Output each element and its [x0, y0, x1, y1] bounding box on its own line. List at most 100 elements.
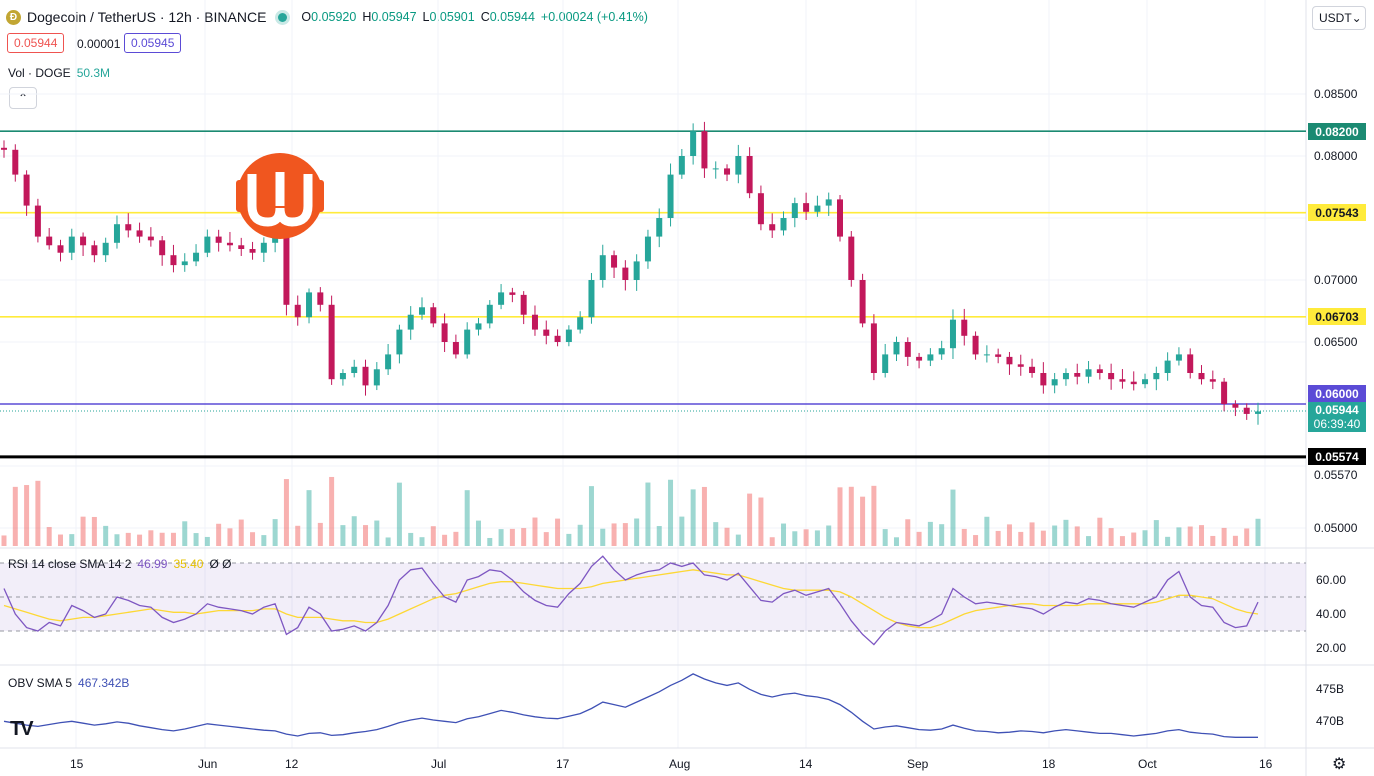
volume-bar [340, 525, 346, 546]
obv-label: OBV SMA 5 [8, 676, 73, 690]
volume-bar [396, 482, 402, 546]
y-tick: 0.08000 [1314, 149, 1358, 163]
x-tick: Jul [431, 757, 447, 771]
volume-bar [216, 523, 222, 546]
volume-bar [227, 528, 233, 546]
candle-body [486, 304, 493, 324]
gear-icon[interactable]: ⚙ [1332, 756, 1347, 773]
candle-body [57, 245, 64, 253]
volume-bar [408, 532, 414, 546]
candle-body [46, 236, 53, 246]
candle-body [317, 292, 324, 305]
volume-bar [385, 537, 391, 546]
volume-bar [973, 535, 979, 546]
x-tick: Aug [669, 757, 691, 771]
candle-body [644, 236, 651, 262]
candle-body [1142, 379, 1149, 385]
volume-bar [905, 519, 911, 546]
bar-countdown: 06:39:40 [1313, 417, 1361, 431]
candle-body [68, 236, 75, 253]
volume-bar [114, 534, 120, 546]
volume-bar [430, 526, 436, 546]
obv-tick: 470B [1316, 714, 1345, 728]
volume-bar [555, 518, 561, 546]
rsi-extra: Ø Ø [209, 557, 232, 571]
collapse-legend-button[interactable]: ⌃ [9, 87, 37, 109]
volume-bar [588, 486, 594, 546]
candle-body [712, 168, 719, 170]
volume-bar [1119, 536, 1125, 546]
volume-bar [159, 532, 165, 546]
volume-bar [1187, 526, 1193, 546]
volume-bar [419, 537, 425, 546]
candle-body [565, 329, 572, 342]
open-value: 0.05920 [311, 10, 357, 24]
volume-bar [1074, 526, 1080, 546]
candle-body [464, 329, 471, 355]
candle-body [1130, 381, 1137, 385]
volume-bar [1018, 531, 1024, 546]
buy-button[interactable]: 0.05945 [124, 33, 182, 53]
candle-body [193, 252, 200, 262]
change-value: +0.00024 (+0.41%) [540, 10, 648, 24]
candle-body [226, 242, 233, 246]
chevron-up-icon: ⌃ [17, 91, 29, 105]
volume-bar [317, 522, 323, 546]
obv-line [3, 673, 1258, 738]
spread-value: 0.00001 [77, 37, 121, 51]
currency-label: USDT [1319, 11, 1352, 25]
volume-bar [882, 529, 888, 546]
candle-body [34, 205, 41, 237]
volume-bar [939, 524, 945, 546]
volume-bar [1153, 520, 1159, 546]
candle-body [633, 261, 640, 280]
candle-body [1062, 373, 1069, 380]
y-tick: 0.05000 [1314, 521, 1358, 535]
volume-bar [1006, 524, 1012, 546]
volume-bar [238, 519, 244, 546]
candle-body [396, 329, 403, 355]
last-price-label: 0.05944 06:39:40 [1308, 402, 1366, 432]
y-tick: 0.06500 [1314, 335, 1358, 349]
candle-body [825, 199, 832, 206]
candle-body [780, 218, 787, 231]
volume-bar [984, 516, 990, 546]
volume-bar [24, 485, 30, 546]
tradingview-logo-icon[interactable]: TV [10, 718, 34, 740]
candle-body [509, 292, 516, 295]
currency-select[interactable]: USDT ⌄ [1312, 6, 1366, 30]
candle-body [1255, 411, 1261, 414]
volume-bar [148, 530, 154, 546]
candle-body [283, 236, 290, 305]
candle-body [351, 366, 358, 373]
close-value: 0.05944 [489, 10, 535, 24]
candle-body [102, 242, 109, 256]
volume-bar [46, 527, 52, 546]
sell-button[interactable]: 0.05944 [7, 33, 65, 53]
candle-body [12, 149, 19, 175]
candle-body [113, 224, 120, 243]
x-tick: 16 [1259, 757, 1273, 771]
market-open-dot-icon [278, 12, 288, 22]
volume-bar [837, 487, 843, 546]
candle-body [91, 245, 98, 256]
x-tick: 12 [285, 757, 299, 771]
volume-bar [464, 490, 470, 546]
candle-body [452, 342, 459, 355]
volume-bar [35, 480, 41, 546]
candle-body [520, 294, 527, 315]
candle-body [80, 236, 87, 246]
candle-body [328, 304, 335, 380]
candle-body [554, 335, 561, 342]
candle-body [204, 236, 211, 253]
obv-legend: OBV SMA 5 467.342B [8, 676, 129, 690]
candle-body [419, 307, 425, 315]
candle-body [859, 280, 866, 324]
volume-bar [543, 532, 549, 546]
volume-bar [532, 517, 538, 546]
volume-bar [487, 537, 493, 546]
volume-bar [193, 533, 199, 546]
symbol-title[interactable]: Dogecoin / TetherUS · 12h · BINANCE [27, 9, 267, 25]
